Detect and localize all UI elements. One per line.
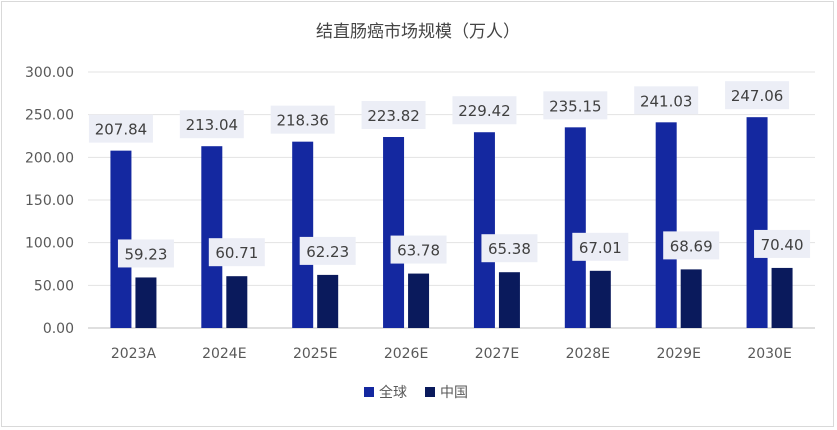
bar-china: [680, 269, 702, 328]
x-axis: 2023A 2024E 2025E 2026E 2027E 2028E 2029E 2030E: [111, 346, 792, 362]
data-label-global: 213.04: [186, 116, 239, 134]
x-tick-label: 2028E: [566, 346, 610, 362]
data-label-bg: [208, 238, 265, 267]
data-label-china: 67.01: [579, 239, 622, 257]
y-tick-label: 150.00: [25, 193, 74, 209]
legend: 全球 中国: [364, 384, 468, 401]
y-tick-label: 50.00: [34, 278, 74, 294]
data-label-bg: [270, 105, 335, 134]
data-label-china: 70.40: [761, 236, 804, 254]
data-label-global: 241.03: [640, 92, 693, 110]
data-label-global: 207.84: [95, 121, 148, 139]
data-label-bg: [179, 110, 244, 139]
x-tick-label: 2029E: [656, 346, 700, 362]
data-label-bg: [88, 114, 153, 143]
data-label-china: 59.23: [124, 245, 167, 263]
bar-global: [564, 127, 586, 328]
y-tick-label: 0.00: [43, 321, 74, 337]
data-label-global: 223.82: [367, 107, 420, 125]
data-label-global: 229.42: [458, 102, 511, 120]
data-label-china: 63.78: [397, 242, 440, 260]
x-tick-label: 2025E: [293, 346, 337, 362]
data-label-bg: [543, 91, 608, 120]
data-label-bg: [754, 229, 811, 258]
bar-china: [498, 272, 520, 328]
bar-china: [226, 276, 248, 328]
bar-global: [292, 141, 314, 328]
data-label-bg: [725, 81, 790, 110]
bar-china: [771, 267, 793, 328]
y-tick-label: 100.00: [25, 236, 74, 252]
data-label-bg: [572, 232, 629, 261]
x-tick-label: 2026E: [384, 346, 428, 362]
bar-china: [589, 270, 611, 328]
legend-swatch: [364, 387, 374, 397]
x-tick-label: 2030E: [747, 346, 791, 362]
y-tick-label: 200.00: [25, 150, 74, 166]
x-tick-label: 2027E: [475, 346, 519, 362]
x-tick-label: 2024E: [202, 346, 246, 362]
bar-china: [408, 273, 430, 328]
bar-global: [746, 117, 768, 328]
legend-item-china: 中国: [440, 385, 468, 401]
data-label-china: 65.38: [488, 240, 531, 258]
data-label-bg: [299, 236, 356, 265]
data-labels: 207.84 59.23 213.04 60.71 218.36 62.23 223.82 6…: [88, 81, 811, 268]
data-label-china: 68.69: [670, 237, 713, 255]
bar-global: [110, 150, 132, 328]
data-label-bg: [634, 86, 699, 115]
legend-item-global: 全球: [379, 384, 407, 401]
y-tick-label: 250.00: [25, 108, 74, 124]
bar-global: [201, 146, 223, 328]
bar-china: [135, 277, 157, 328]
bars: [110, 117, 793, 328]
data-label-bg: [117, 239, 174, 268]
data-label-bg: [361, 101, 426, 130]
y-tick-label: 300.00: [25, 65, 74, 81]
x-tick-label: 2023A: [111, 346, 157, 362]
bar-global: [473, 132, 495, 328]
data-label-bg: [390, 235, 447, 264]
bar-china: [317, 274, 339, 328]
data-label-china: 62.23: [306, 243, 349, 261]
data-label-china: 60.71: [215, 244, 258, 262]
bar-global: [383, 137, 405, 328]
bar-global: [655, 122, 677, 328]
data-label-bg: [663, 231, 720, 260]
legend-swatch: [425, 387, 435, 397]
data-label-bg: [481, 234, 538, 263]
chart-title: 结直肠癌市场规模（万人）: [316, 22, 520, 42]
data-label-global: 247.06: [731, 87, 784, 105]
data-label-bg: [452, 96, 517, 125]
data-label-global: 235.15: [549, 97, 602, 115]
data-label-global: 218.36: [276, 112, 329, 130]
y-axis: 0.00 50.00 100.00 150.00 200.00 250.00 300.00: [25, 65, 74, 337]
